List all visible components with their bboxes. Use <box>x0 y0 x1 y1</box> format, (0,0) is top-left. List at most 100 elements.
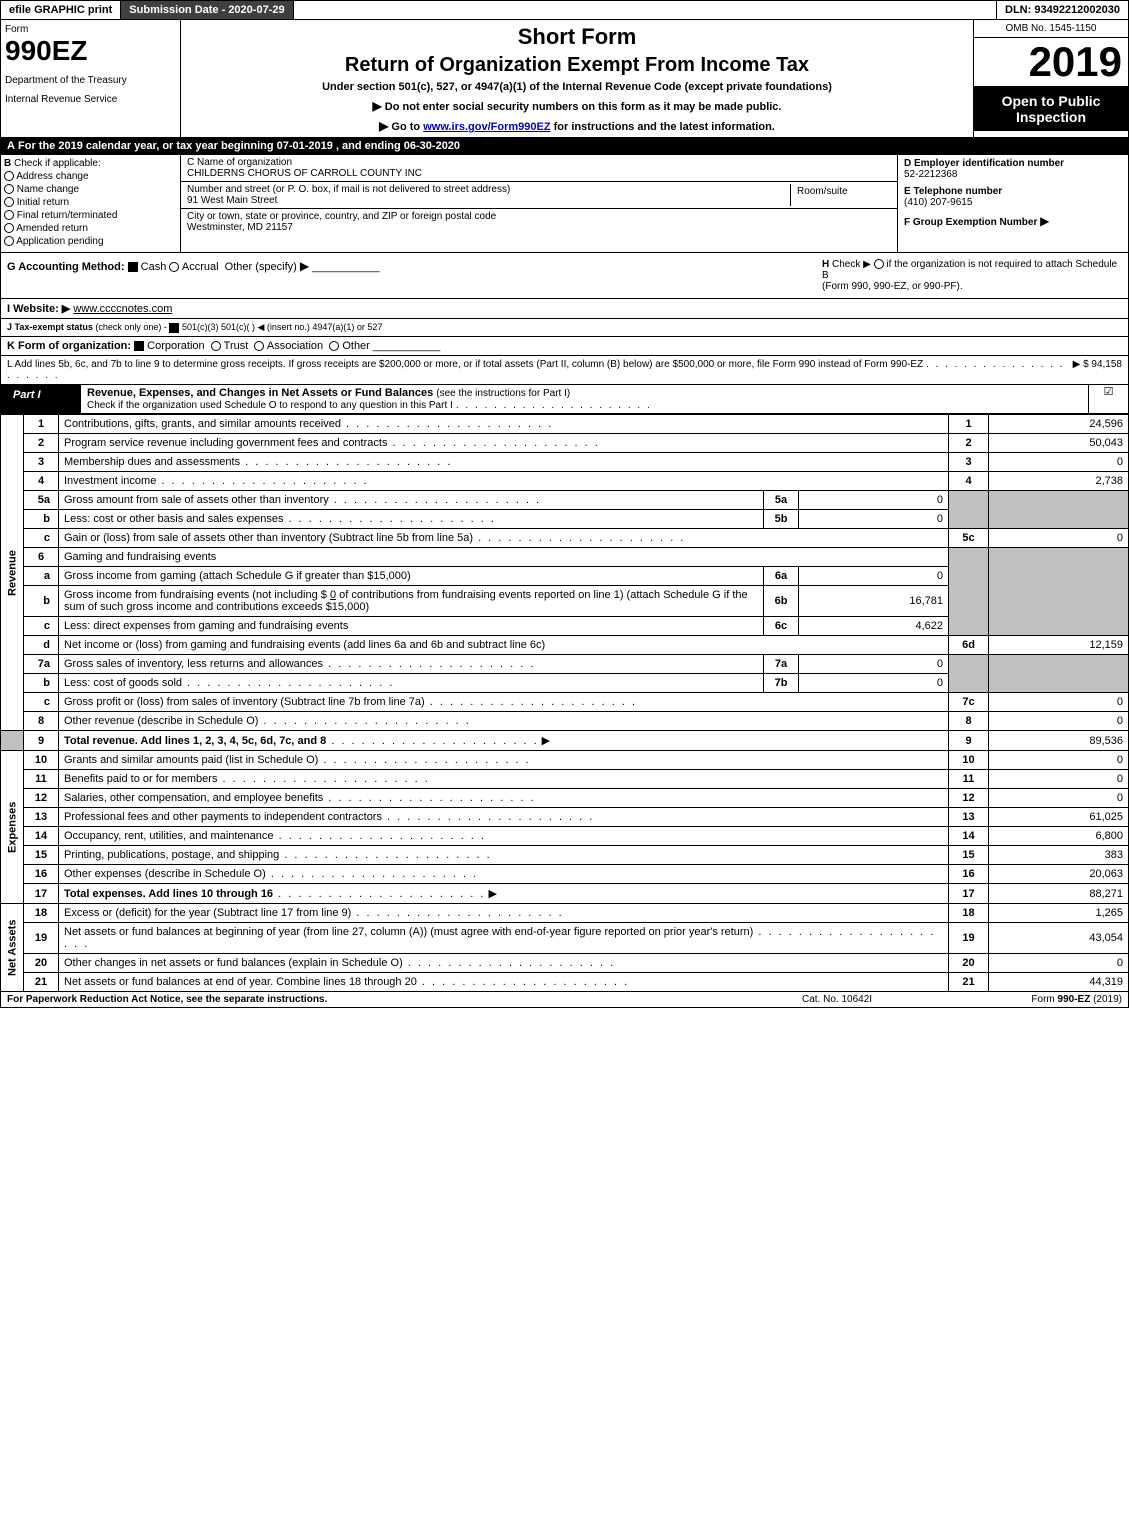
tax-exempt-options: 501(c)(3) 501(c)( ) ◀ (insert no.) 4947(… <box>182 322 383 332</box>
line-5b-sublabel: 5b <box>764 510 799 529</box>
line-13-result-num: 13 <box>949 808 989 827</box>
line-6-row: 6 Gaming and fundraising events <box>1 548 1129 567</box>
line-17-num: 17 <box>24 884 59 904</box>
submission-date-button[interactable]: Submission Date - 2020-07-29 <box>121 1 293 19</box>
line-2-num: 2 <box>24 434 59 453</box>
address-label: Number and street (or P. O. box, if mail… <box>187 184 790 195</box>
line-2-result-num: 2 <box>949 434 989 453</box>
line-1-num: 1 <box>24 415 59 434</box>
part-1-title: Revenue, Expenses, and Changes in Net As… <box>87 387 433 399</box>
line-5a-desc: Gross amount from sale of assets other t… <box>64 494 329 506</box>
line-21-desc: Net assets or fund balances at end of ye… <box>64 976 417 988</box>
line-3-num: 3 <box>24 453 59 472</box>
cash-checkbox[interactable] <box>128 262 138 272</box>
line-7a-num: 7a <box>24 655 59 674</box>
line-20-result-val: 0 <box>989 954 1129 973</box>
ssn-text: Do not enter social security numbers on … <box>385 101 782 113</box>
line-1-desc: Contributions, gifts, grants, and simila… <box>64 418 341 430</box>
other-specify-label: Other (specify) <box>225 261 297 273</box>
address-value: 91 West Main Street <box>187 195 790 206</box>
line-6-num: 6 <box>24 548 59 567</box>
address-change-radio[interactable] <box>4 171 14 181</box>
line-6c-desc: Less: direct expenses from gaming and fu… <box>64 620 348 632</box>
ein-value: 52-2212368 <box>904 169 1122 180</box>
line-6d-desc: Net income or (loss) from gaming and fun… <box>59 636 949 655</box>
other-label: Other <box>342 340 370 352</box>
short-form-title: Short Form <box>185 24 969 50</box>
line-18-result-num: 18 <box>949 904 989 923</box>
line-16-result-val: 20,063 <box>989 865 1129 884</box>
line-5a-sublabel: 5a <box>764 491 799 510</box>
line-10-result-num: 10 <box>949 751 989 770</box>
schedule-o-check[interactable]: ☑ <box>1088 385 1128 413</box>
department-label: Department of the Treasury <box>5 75 176 86</box>
org-name: CHILDERNS CHORUS OF CARROLL COUNTY INC <box>187 168 891 179</box>
page-footer: For Paperwork Reduction Act Notice, see … <box>0 992 1129 1008</box>
line-7a-sublabel: 7a <box>764 655 799 674</box>
amended-return-radio[interactable] <box>4 223 14 233</box>
line-16-num: 16 <box>24 865 59 884</box>
efile-button[interactable]: efile GRAPHIC print <box>1 1 121 19</box>
line-7a-desc: Gross sales of inventory, less returns a… <box>64 658 323 670</box>
amended-return-label: Amended return <box>16 223 88 234</box>
line-7c-result-num: 7c <box>949 693 989 712</box>
website-url[interactable]: www.ccccnotes.com <box>73 303 172 315</box>
line-6b-amount: 0 <box>330 589 336 601</box>
open-public-badge: Open to Public Inspection <box>974 87 1128 131</box>
schedule-b-radio[interactable] <box>874 259 884 269</box>
line-6b-num: b <box>24 586 59 617</box>
section-l: L Add lines 5b, 6c, and 7b to line 9 to … <box>0 356 1129 385</box>
line-17-row: 17 Total expenses. Add lines 10 through … <box>1 884 1129 904</box>
tax-year-text: For the 2019 calendar year, or tax year … <box>18 140 460 152</box>
line-12-result-num: 12 <box>949 789 989 808</box>
application-pending-radio[interactable] <box>4 236 14 246</box>
line-12-row: 12 Salaries, other compensation, and emp… <box>1 789 1129 808</box>
final-return-radio[interactable] <box>4 210 14 220</box>
line-3-desc: Membership dues and assessments <box>64 456 240 468</box>
check-arrow: Check ▶ <box>832 259 871 270</box>
line-6d-result-num: 6d <box>949 636 989 655</box>
line-6a-num: a <box>24 567 59 586</box>
line-19-result-num: 19 <box>949 923 989 954</box>
line-10-desc: Grants and similar amounts paid (list in… <box>64 754 318 766</box>
initial-return-radio[interactable] <box>4 197 14 207</box>
section-h-label: H <box>822 259 829 270</box>
line-15-result-val: 383 <box>989 846 1129 865</box>
line-15-desc: Printing, publications, postage, and shi… <box>64 849 279 861</box>
name-change-radio[interactable] <box>4 184 14 194</box>
line-5a-subval: 0 <box>799 491 949 510</box>
header-right: OMB No. 1545-1150 2019 Open to Public In… <box>973 20 1128 137</box>
line-6a-desc: Gross income from gaming (attach Schedul… <box>59 567 764 586</box>
line-3-result-num: 3 <box>949 453 989 472</box>
501c3-checkbox[interactable] <box>169 323 179 333</box>
trust-radio[interactable] <box>211 341 221 351</box>
line-13-result-val: 61,025 <box>989 808 1129 827</box>
line-6d-result-val: 12,159 <box>989 636 1129 655</box>
initial-return-label: Initial return <box>17 197 69 208</box>
line-10-result-val: 0 <box>989 751 1129 770</box>
association-radio[interactable] <box>254 341 264 351</box>
line-15-num: 15 <box>24 846 59 865</box>
corporation-checkbox[interactable] <box>134 341 144 351</box>
line-6-desc: Gaming and fundraising events <box>59 548 949 567</box>
goto-prefix: Go to <box>391 121 423 133</box>
room-suite-label: Room/suite <box>791 184 891 206</box>
line-14-num: 14 <box>24 827 59 846</box>
part-1-header: Part I Revenue, Expenses, and Changes in… <box>0 385 1129 414</box>
line-16-desc: Other expenses (describe in Schedule O) <box>64 868 266 880</box>
accrual-radio[interactable] <box>169 262 179 272</box>
other-radio[interactable] <box>329 341 339 351</box>
line-9-num: 9 <box>24 731 59 751</box>
accounting-method-label: G Accounting Method: <box>7 261 125 273</box>
header-left: Form 990EZ Department of the Treasury In… <box>1 20 181 137</box>
section-a-tax-year: A For the 2019 calendar year, or tax yea… <box>0 138 1129 155</box>
check-only-one: (check only one) - <box>95 322 167 332</box>
line-20-result-num: 20 <box>949 954 989 973</box>
line-11-row: 11 Benefits paid to or for members 11 0 <box>1 770 1129 789</box>
section-b: B Check if applicable: Address change Na… <box>1 155 181 252</box>
part-1-check-note: Check if the organization used Schedule … <box>87 400 453 411</box>
line-3-result-val: 0 <box>989 453 1129 472</box>
line-11-num: 11 <box>24 770 59 789</box>
irs-link[interactable]: www.irs.gov/Form990EZ <box>423 121 550 133</box>
line-8-num: 8 <box>24 712 59 731</box>
